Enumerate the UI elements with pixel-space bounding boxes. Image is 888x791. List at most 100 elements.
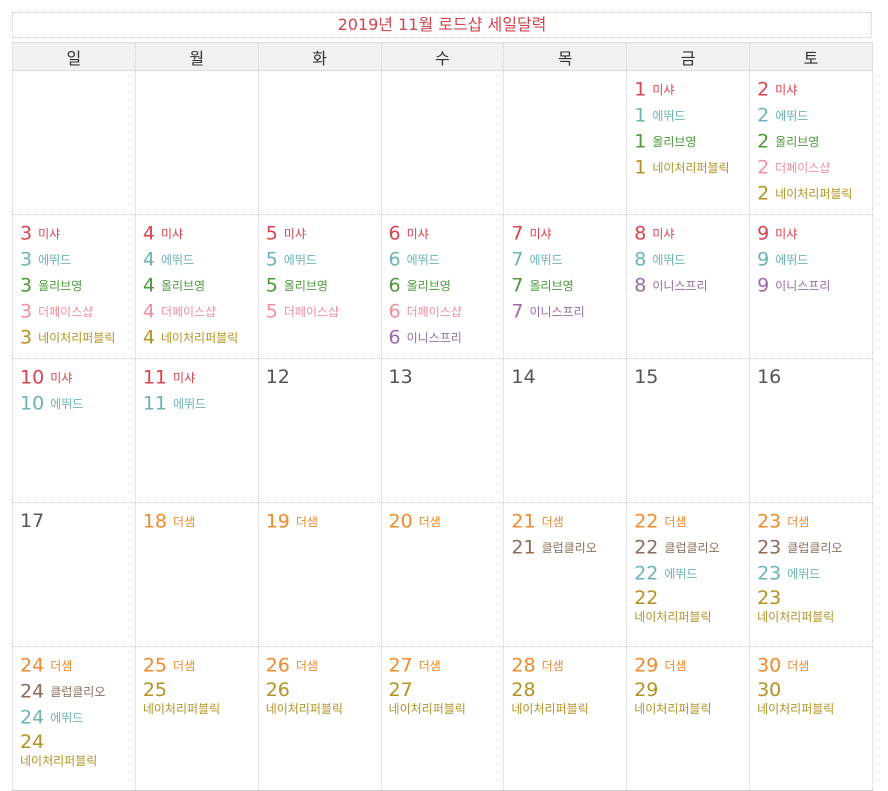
sale-entry: 23 더샘 <box>757 508 865 534</box>
sale-entry: 3 네이처리퍼블릭 <box>20 324 128 350</box>
sale-day-number: 28 <box>511 679 536 701</box>
day-number: 14 <box>511 366 536 388</box>
sale-day-number: 7 <box>511 222 524 245</box>
brand-label: 더샘 <box>787 658 810 673</box>
day-cell: 15 <box>626 358 751 503</box>
brand-label: 올리브영 <box>38 278 83 293</box>
brand-label: 네이처리퍼블릭 <box>634 610 712 624</box>
sale-entry: 3 올리브영 <box>20 272 128 298</box>
sale-entry: 22 클럽클리오 <box>634 534 742 560</box>
sale-day-number: 6 <box>388 326 401 349</box>
sale-entry: 23 에뛰드 <box>757 560 865 586</box>
brand-label: 에뛰드 <box>529 252 563 267</box>
sale-entry: 26 네이처리퍼블릭 <box>266 678 374 720</box>
sale-entry: 20 더샘 <box>389 508 497 534</box>
sale-day-number: 9 <box>757 248 770 271</box>
sale-day-number: 21 <box>511 510 536 533</box>
sale-entry: 11 미샤 <box>143 364 251 390</box>
sale-day-number: 9 <box>757 274 770 297</box>
day-number: 12 <box>265 366 290 388</box>
brand-label: 올리브영 <box>406 278 451 293</box>
sale-day-number: 11 <box>142 392 168 415</box>
sale-day-number: 24 <box>20 706 45 729</box>
sale-day-number: 4 <box>142 326 155 349</box>
brand-label: 에뛰드 <box>652 108 686 123</box>
sale-day-number: 25 <box>142 654 168 677</box>
brand-label: 미샤 <box>775 82 798 97</box>
sale-calendar: 일 월 화 수 목 금 토 1 미샤 1 에뛰드 1 올리브영 1 네이처리퍼블릭 2 미샤 2 에뛰… <box>12 42 873 791</box>
sale-entry: 24 더샘 <box>20 652 128 678</box>
brand-label: 미샤 <box>160 226 184 241</box>
brand-label: 네이처리퍼블릭 <box>511 702 589 716</box>
sale-day-number: 1 <box>634 78 647 101</box>
sale-day-number: 25 <box>142 679 168 701</box>
day-cell: 10 미샤 10 에뛰드 <box>12 358 136 503</box>
sale-day-number: 4 <box>142 222 155 245</box>
brand-label: 에뛰드 <box>173 396 207 411</box>
day-cell: 18 더샘 <box>134 502 259 647</box>
day-cell: 24 더샘 24 클럽클리오 24 에뛰드 24 네이처리퍼블릭 <box>12 646 136 791</box>
empty-day-cell <box>12 70 136 215</box>
day-cell: 26 더샘 26 네이처리퍼블릭 <box>257 646 382 791</box>
brand-label: 미샤 <box>50 370 73 385</box>
sale-entry: 30 더샘 <box>757 652 865 678</box>
day-number: 16 <box>757 366 782 388</box>
sale-entry: 9 이니스프리 <box>757 272 865 298</box>
sale-day-number: 24 <box>20 731 45 753</box>
sale-day-number: 7 <box>511 248 524 271</box>
sale-day-number: 21 <box>511 536 536 559</box>
sale-entry: 6 이니스프리 <box>389 324 497 350</box>
brand-label: 에뛰드 <box>406 252 440 267</box>
sale-entry: 1 올리브영 <box>634 128 742 154</box>
brand-label: 네이처리퍼블릭 <box>265 702 343 716</box>
sale-entry: 7 올리브영 <box>511 272 619 298</box>
sale-entry: 22 네이처리퍼블릭 <box>634 586 742 628</box>
day-cell: 4 미샤 4 에뛰드 4 올리브영 4 더페이스샵 4 네이처리퍼블릭 <box>134 214 259 359</box>
sale-entry: 22 더샘 <box>634 508 742 534</box>
sale-day-number: 6 <box>388 300 401 323</box>
weekday-header-row: 일 월 화 수 목 금 토 <box>12 42 873 71</box>
empty-day-cell <box>134 70 259 215</box>
sale-day-number: 27 <box>388 654 413 677</box>
sale-day-number: 4 <box>142 300 155 323</box>
brand-label: 클럽클리오 <box>50 684 106 699</box>
sale-entry: 26 더샘 <box>266 652 374 678</box>
brand-label: 네이처리퍼블릭 <box>160 330 239 345</box>
brand-label: 에뛰드 <box>50 710 84 725</box>
sale-day-number: 28 <box>511 654 536 677</box>
sale-entry: 4 네이처리퍼블릭 <box>143 324 251 350</box>
brand-label: 더샘 <box>50 658 73 673</box>
sale-entry: 10 에뛰드 <box>20 390 128 416</box>
empty-day-cell <box>503 70 628 215</box>
sale-entry: 28 더샘 <box>511 652 619 678</box>
brand-label: 올리브영 <box>652 134 697 149</box>
sale-entry: 28 네이처리퍼블릭 <box>511 678 619 720</box>
day-number: 13 <box>388 366 413 388</box>
sale-day-number: 9 <box>757 222 770 245</box>
sale-entry: 7 미샤 <box>511 220 619 246</box>
brand-label: 클럽클리오 <box>664 540 720 555</box>
sale-entry: 11 에뛰드 <box>143 390 251 416</box>
sale-day-number: 2 <box>757 182 770 205</box>
weekday-header: 수 <box>380 42 505 71</box>
day-cell: 2 미샤 2 에뛰드 2 올리브영 2 더페이스샵 2 네이처리퍼블릭 <box>749 70 873 215</box>
sale-entry: 3 미샤 <box>20 220 128 246</box>
sale-day-number: 20 <box>388 510 413 533</box>
day-cell: 11 미샤 11 에뛰드 <box>134 358 259 503</box>
sale-entry: 29 네이처리퍼블릭 <box>634 678 742 720</box>
sale-entry: 27 더샘 <box>389 652 497 678</box>
sale-day-number: 3 <box>20 222 33 245</box>
sale-day-number: 10 <box>20 366 45 389</box>
sale-entry: 25 더샘 <box>143 652 251 678</box>
day-cell: 7 미샤 7 에뛰드 7 올리브영 7 이니스프리 <box>503 214 628 359</box>
sale-entry: 9 미샤 <box>757 220 865 246</box>
sale-entry: 27 네이처리퍼블릭 <box>389 678 497 720</box>
day-cell: 5 미샤 5 에뛰드 5 올리브영 5 더페이스샵 <box>257 214 382 359</box>
brand-label: 에뛰드 <box>775 108 809 123</box>
sale-day-number: 18 <box>142 510 168 533</box>
day-cell: 14 <box>503 358 628 503</box>
week-row: 10 미샤 10 에뛰드 11 미샤 11 에뛰드 12 13 14 15 16 <box>12 358 873 503</box>
sale-entry: 6 올리브영 <box>389 272 497 298</box>
brand-label: 더페이스샵 <box>406 304 462 319</box>
brand-label: 네이처리퍼블릭 <box>775 186 853 201</box>
